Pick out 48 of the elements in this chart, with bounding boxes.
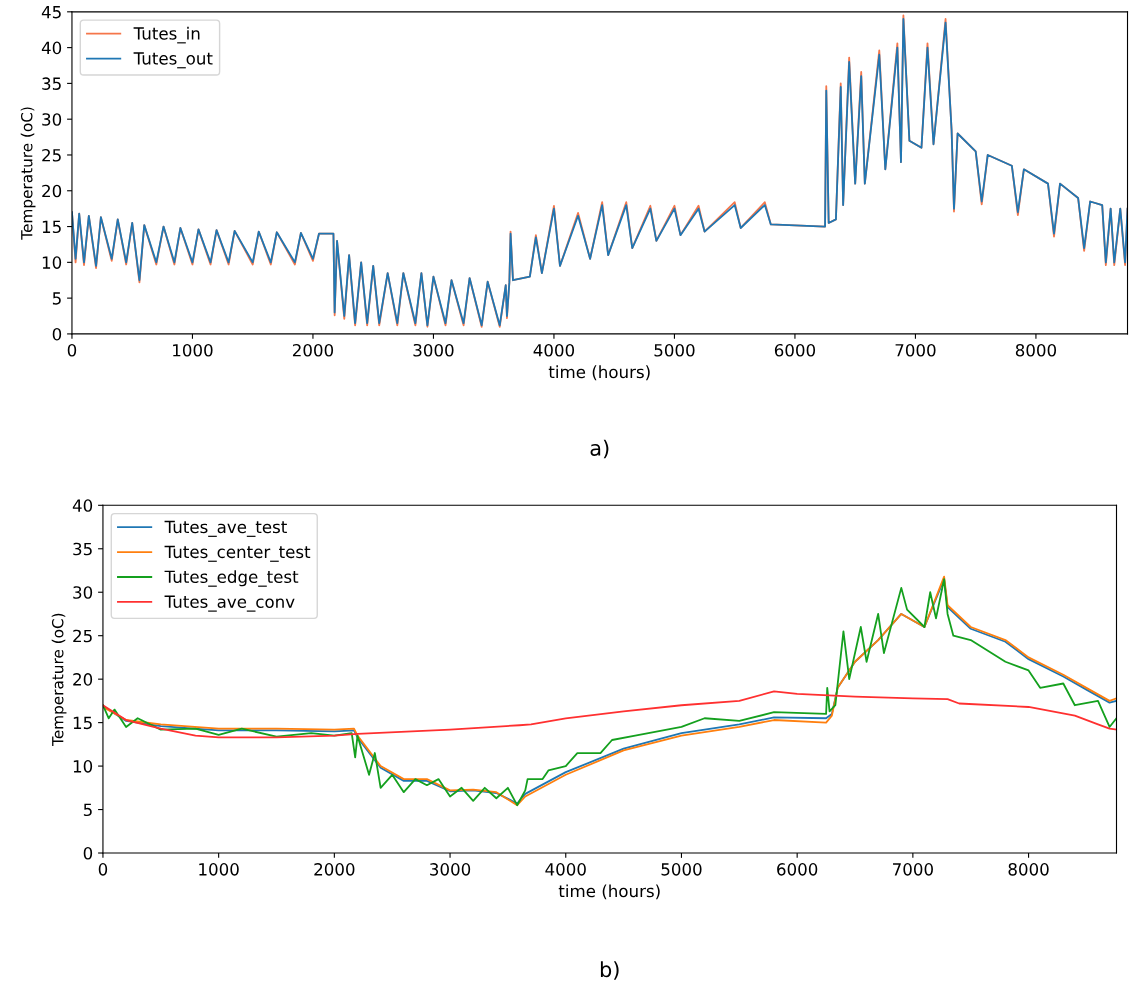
x-tick-label: 5000 <box>661 863 702 876</box>
y-tick-label: 45 <box>41 6 61 19</box>
y-tick-label: 40 <box>72 499 93 512</box>
y-tick-label: 30 <box>42 113 62 126</box>
y-axis-title: Temperature (oC) <box>51 613 67 746</box>
y-axis-title: Temperature (oC) <box>20 107 36 240</box>
x-tick-label: 2000 <box>314 863 355 876</box>
y-tick-label: 35 <box>42 77 61 90</box>
x-tick-label: 4000 <box>545 863 586 876</box>
y-tick-label: 40 <box>41 41 62 55</box>
x-tick-label: 1000 <box>173 343 213 357</box>
x-tick-label: 8000 <box>1008 863 1049 876</box>
legend-label: Tutes_ave_test <box>164 520 287 537</box>
x-tick-label: 8000 <box>1015 343 1057 357</box>
x-tick-label: 2000 <box>292 343 334 357</box>
legend-label: Tutes_in <box>133 26 200 44</box>
x-axis-title: time (hours) <box>558 884 660 900</box>
y-tick-label: 0 <box>83 846 93 860</box>
x-tick-label: 6000 <box>774 343 816 357</box>
y-tick-label: 10 <box>42 256 62 269</box>
x-tick-label: 7000 <box>895 343 936 357</box>
legend-label: Tutes_ave_conv <box>164 595 295 612</box>
y-tick-label: 25 <box>42 148 61 162</box>
x-tick-label: 3000 <box>413 343 454 357</box>
y-tick-label: 30 <box>73 586 93 599</box>
x-axis-title: time (hours) <box>548 365 650 381</box>
x-tick-label: 4000 <box>533 343 575 357</box>
y-tick-label: 25 <box>73 629 92 643</box>
text: b) <box>600 961 619 980</box>
legend-label: Tutes_edge_test <box>164 570 299 587</box>
text: a) <box>590 439 609 459</box>
y-tick-label: 5 <box>52 292 61 305</box>
y-tick-label: 20 <box>73 673 93 686</box>
x-tick-label: 5000 <box>654 343 695 357</box>
x-tick-label: 7000 <box>893 863 933 876</box>
y-tick-label: 15 <box>42 220 61 234</box>
x-tick-label: 3000 <box>430 863 471 876</box>
legend-label: Tutes_center_test <box>164 545 311 562</box>
y-tick-label: 5 <box>83 803 92 817</box>
y-tick-label: 15 <box>73 716 92 730</box>
legend-label: Tutes_out <box>133 52 213 69</box>
x-tick-label: 0 <box>98 863 108 876</box>
y-tick-label: 10 <box>73 760 93 773</box>
x-tick-label: 6000 <box>777 863 818 876</box>
y-tick-label: 0 <box>52 327 62 341</box>
y-tick-label: 35 <box>73 542 92 556</box>
y-tick-label: 20 <box>42 184 62 198</box>
x-tick-label: 1000 <box>199 863 239 876</box>
